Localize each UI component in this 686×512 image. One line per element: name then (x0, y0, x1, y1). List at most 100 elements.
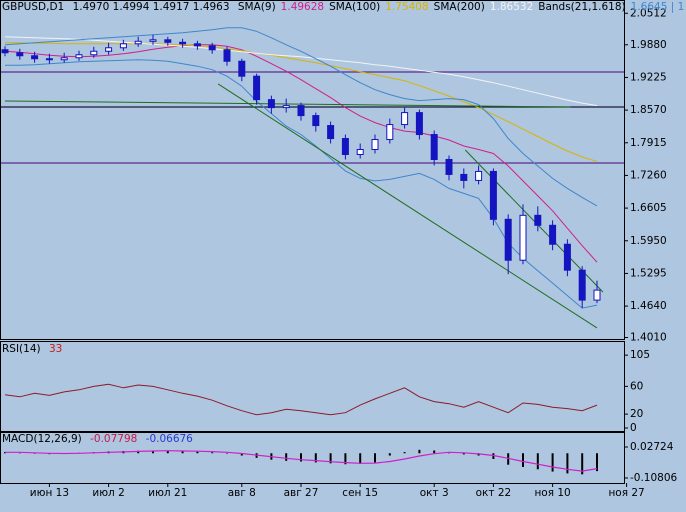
x-tick-label: ноя 10 (534, 487, 570, 499)
rsi-name: RSI(14) (2, 343, 41, 355)
candle-body (253, 75, 261, 101)
plot-layer (4, 449, 598, 475)
candle-body (297, 105, 305, 117)
x-tick-label: июл 21 (148, 487, 187, 499)
y-tick-label: 105 (630, 349, 650, 361)
legend-name: SMA(9) (237, 1, 276, 13)
legend-value: 1.86532 (489, 1, 534, 13)
candle-body (549, 224, 557, 245)
panel-frame (0, 432, 625, 484)
macd-header: MACD(12,26,9) -0.07798 -0.06676 (2, 433, 198, 446)
macd-value: -0.07798 (90, 433, 138, 445)
x-tick-label: авг 8 (228, 487, 256, 499)
symbol: GBPUSD,D1 (2, 1, 65, 13)
x-tick-label: сен 15 (342, 487, 378, 499)
y-tick-label: 1.8570 (630, 104, 667, 116)
x-tick-label: июн 13 (30, 487, 69, 499)
legend-name: Bands(21,1.618) (538, 1, 626, 13)
candle-body (415, 112, 423, 136)
signal-value: -0.06676 (145, 433, 193, 445)
y-tick-label: -0.10806 (630, 472, 678, 484)
candle-body (238, 60, 246, 77)
candle-body (327, 125, 335, 140)
y-tick-label: 1.4640 (630, 300, 667, 312)
trendline (4, 100, 571, 108)
y-tick-label: 0 (630, 422, 637, 434)
candle-body (593, 289, 601, 301)
legend-value: 1.75408 (385, 1, 429, 13)
legend-name: SMA(100) (329, 1, 381, 13)
candle-body (45, 58, 53, 61)
candle-body (504, 218, 512, 261)
rsi-line (4, 383, 598, 416)
indicator-line (4, 36, 598, 107)
y-tick-label: 1.7260 (630, 169, 667, 181)
candle-body (282, 105, 290, 109)
candle-body (371, 139, 379, 151)
candle-body (401, 112, 409, 126)
y-tick-label: 1.5295 (630, 267, 667, 279)
y-tick-label: 20 (630, 408, 643, 420)
candle-body (179, 41, 187, 45)
candle-body (445, 158, 453, 175)
y-tick-label: 1.7915 (630, 137, 667, 149)
y-tick-label: 0.02724 (630, 441, 674, 453)
candle-body (60, 57, 68, 61)
signal-line (5, 450, 598, 472)
price-header: GBPUSD,D1 1.4970 1.4994 1.4917 1.4963 SM… (2, 0, 684, 14)
candle-body (341, 138, 349, 155)
macd-name: MACD(12,26,9) (2, 433, 82, 445)
y-tick-label: 1.9880 (630, 39, 667, 51)
candle-body (489, 170, 497, 220)
candle-body (105, 47, 113, 52)
legend-value: 1.49628 (280, 1, 325, 13)
y-tick-label: 1.6605 (630, 202, 667, 214)
y-tick-label: 1.5950 (630, 235, 667, 247)
ohlc: 1.4970 1.4994 1.4917 1.4963 (72, 1, 230, 13)
indicator-line (5, 59, 598, 309)
candle-body (386, 124, 394, 141)
candle-body (75, 54, 83, 59)
candle-body (164, 39, 172, 43)
y-tick-label: 2.0512 (630, 7, 667, 19)
candle-body (31, 55, 39, 60)
indicator-line (5, 42, 598, 162)
candle-body (223, 49, 231, 62)
candle-body (16, 52, 24, 57)
candle-body (90, 50, 98, 56)
candle-body (267, 99, 275, 109)
plot-layer (4, 383, 598, 416)
indicator-line (4, 27, 598, 207)
candle-body (356, 149, 364, 155)
trendline (464, 149, 604, 293)
candle-body (208, 45, 216, 51)
x-tick-label: окт 22 (476, 487, 512, 499)
legend: SMA(9) 1.49628 SMA(100) 1.75408 SMA(200) 1.86… (238, 1, 684, 13)
candle-body (563, 243, 571, 271)
candle-body (134, 40, 142, 45)
candle-body (119, 43, 127, 49)
legend-name: SMA(200) (433, 1, 485, 13)
candle-body (519, 214, 527, 261)
x-tick-label: окт 3 (420, 487, 449, 499)
candle-body (1, 49, 9, 54)
y-tick-label: 60 (630, 380, 643, 392)
rsi-header: RSI(14) 33 (2, 343, 67, 356)
indicator-line (4, 44, 598, 263)
candle-body (460, 173, 468, 181)
x-tick-label: ноя 27 (608, 487, 644, 499)
candle-body (475, 170, 483, 181)
y-tick-label: 1.4010 (630, 332, 667, 344)
plot-layer (1, 27, 624, 329)
rsi-value: 33 (48, 343, 63, 355)
candle-body (534, 214, 542, 226)
x-tick-label: авг 27 (284, 487, 319, 499)
candle-body (312, 115, 320, 127)
legend-value: 1.6645 | 1.552 1 (630, 1, 684, 13)
trendline (217, 83, 598, 329)
y-tick-label: 1.9225 (630, 71, 667, 83)
candle-body (149, 39, 157, 42)
